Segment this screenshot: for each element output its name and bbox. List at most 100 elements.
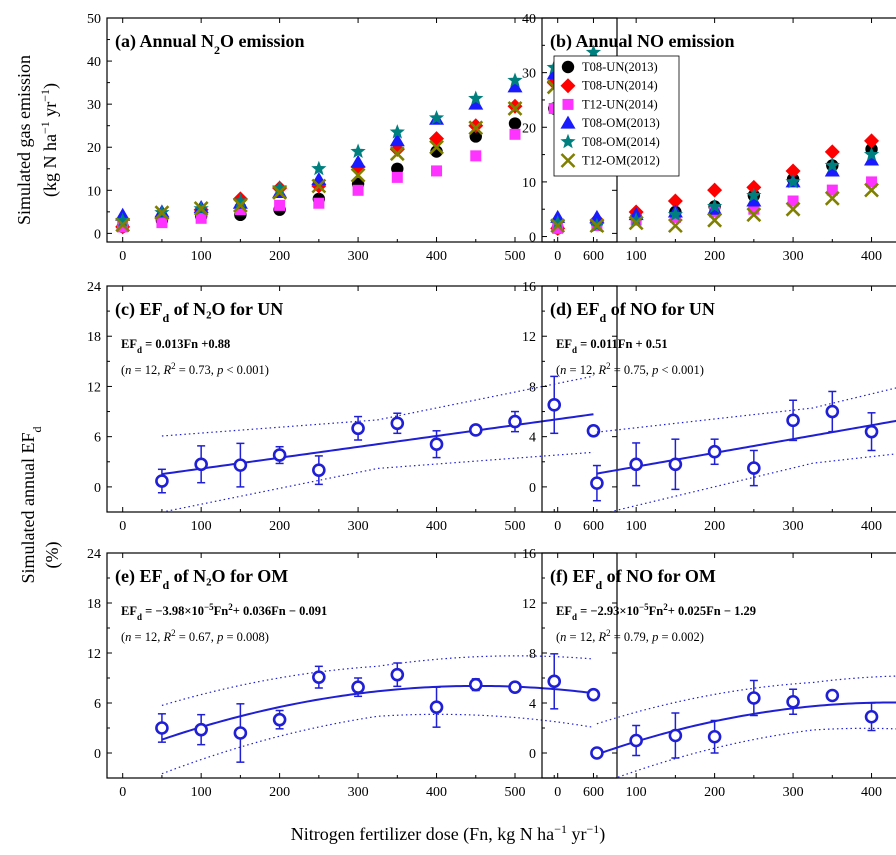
stats-italic: p <box>216 363 223 377</box>
y-tick-label: 18 <box>87 597 101 612</box>
x-tick-label: 100 <box>191 249 212 264</box>
data-point <box>390 667 405 682</box>
x-tick-label: 600 <box>583 249 604 264</box>
data-point <box>824 157 840 172</box>
stats-part: ( <box>121 363 125 377</box>
data-point <box>312 463 326 477</box>
y-tick-label: 0 <box>529 747 536 762</box>
data-point <box>786 694 800 709</box>
stats-italic: p <box>651 363 658 377</box>
x-tick-label: 400 <box>861 519 882 534</box>
data-point <box>550 218 566 234</box>
legend-marker <box>560 133 576 149</box>
eq-part: = −2.93×10 <box>577 604 639 618</box>
y-title-top-line1: Simulated gas emission <box>14 55 34 225</box>
legend-label: T08-OM(2013) <box>582 116 660 130</box>
stats-part: = 0.008) <box>223 630 269 644</box>
y-tick-label: 6 <box>94 697 101 712</box>
plot-frame <box>106 285 618 513</box>
data-point <box>547 674 562 689</box>
eq-sub: d <box>572 345 577 355</box>
fit-equation: EFd = −3.98×10−5Fn2+ 0.036Fn − 0.091 <box>121 602 327 622</box>
data-point <box>707 198 723 213</box>
data-point <box>667 218 683 234</box>
fit-stats: (n = 12, R2 = 0.73, p < 0.001) <box>121 361 269 377</box>
plot-frame <box>106 552 618 779</box>
stats-part: = 0.002) <box>658 630 704 644</box>
y-tick-label: 40 <box>522 12 536 27</box>
data-point <box>155 474 169 488</box>
data-point <box>824 190 840 206</box>
title-part: of N₂O for OM <box>169 566 288 586</box>
data-point <box>864 709 879 724</box>
stats-italic: n <box>125 630 131 644</box>
data-point <box>864 182 879 198</box>
data-point <box>430 145 443 158</box>
x-tick-label: 0 <box>119 519 126 534</box>
legend: T08-UN(2013) T08-UN(2014) T12-UN(2014) T08-… <box>553 55 680 177</box>
ef-points <box>590 404 879 490</box>
data-point <box>391 162 404 175</box>
data-point <box>468 90 484 106</box>
data-point <box>272 448 287 462</box>
data-point <box>233 458 248 472</box>
x-tick-label: 200 <box>269 249 290 264</box>
data-point <box>785 173 801 189</box>
data-point <box>547 398 562 412</box>
title-part: (e) EF <box>115 566 162 587</box>
x-tick-label: 600 <box>583 519 604 534</box>
data-point <box>352 184 364 196</box>
fit-line <box>596 701 896 756</box>
y-tick-label: 30 <box>87 98 101 113</box>
data-point <box>193 200 209 216</box>
panel-d: 01002003004005006000481216(d) EFd of NO … <box>522 280 896 534</box>
data-point <box>785 163 801 179</box>
y-tick-label: 0 <box>94 481 101 496</box>
stats-italic: R <box>597 630 606 644</box>
y-tick-label: 12 <box>87 380 101 395</box>
stats-part: = 0.73, <box>176 363 217 377</box>
legend-label: T12-OM(2012) <box>582 154 660 168</box>
title-part: O emission <box>220 31 305 51</box>
data-point <box>629 457 643 472</box>
data-point <box>351 421 365 436</box>
data-point <box>311 160 327 176</box>
ci-upper-line <box>161 375 594 437</box>
data-point <box>274 199 286 211</box>
y-axis-title-bottom: Simulated annual EFd (%) <box>18 427 63 584</box>
data-point <box>391 171 403 183</box>
fit-group <box>596 387 896 512</box>
title-subscript: d <box>162 311 169 325</box>
data-point <box>350 167 366 183</box>
fit-stats: (n = 12, R2 = 0.79, p = 0.002) <box>556 628 704 644</box>
x-tick-label: 200 <box>269 785 290 800</box>
eq-part: EF <box>556 604 572 618</box>
data-point <box>508 117 522 130</box>
eq-part: + 0.036Fn − 0.091 <box>233 604 327 618</box>
data-point <box>824 144 840 160</box>
y-tick-label: 12 <box>522 597 536 612</box>
panel-title: (c) EFd of N₂O for UN <box>115 299 283 325</box>
y-tick-label: 12 <box>87 647 101 662</box>
eq-sup: −5 <box>639 602 649 612</box>
y-tick-label: 20 <box>522 121 536 136</box>
title-part: of NO for UN <box>606 299 715 319</box>
y-axis-title-top: Simulated gas emission (kg N ha−1 yr−1) <box>14 55 61 225</box>
stats-part: ( <box>121 630 125 644</box>
ci-upper-line <box>596 387 896 433</box>
data-point <box>507 101 523 116</box>
data-point <box>232 197 248 213</box>
data-point <box>668 728 683 743</box>
ci-lower-line <box>161 451 594 512</box>
fit-line <box>596 419 896 475</box>
title-subscript: d <box>600 311 607 325</box>
y-tick-label: 50 <box>87 12 101 27</box>
y-tick-label: 4 <box>529 697 536 712</box>
data-point <box>233 726 248 740</box>
ci-upper-line <box>596 675 896 725</box>
data-point <box>469 130 482 143</box>
stats-part: ( <box>556 363 560 377</box>
